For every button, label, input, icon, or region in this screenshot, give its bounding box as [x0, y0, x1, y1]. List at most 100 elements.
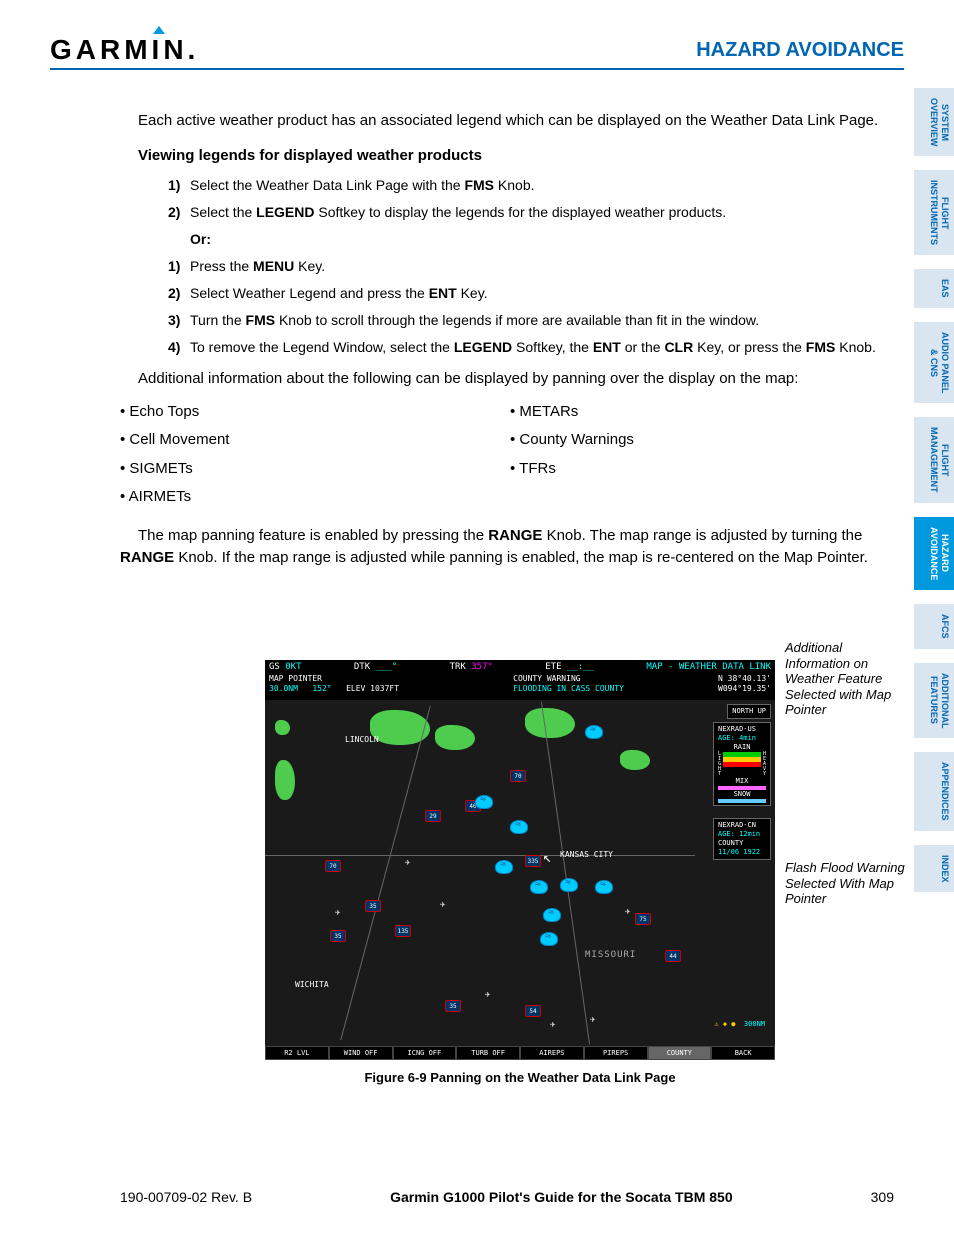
doc-number: 190-00709-02 Rev. B — [120, 1189, 252, 1205]
step-a1: 1) Select the Weather Data Link Page wit… — [168, 175, 894, 196]
nexrad-echo-icon — [275, 720, 290, 735]
aircraft-icon: ✈ — [590, 1015, 604, 1029]
softkey[interactable]: ICNG OFF — [393, 1046, 457, 1060]
tab-eas[interactable]: EAS — [914, 269, 954, 308]
state-label: MISSOURI — [585, 950, 636, 960]
weather-icon — [595, 880, 613, 894]
doc-title: Garmin G1000 Pilot's Guide for the Socat… — [390, 1189, 733, 1205]
softkey[interactable]: TURB OFF — [456, 1046, 520, 1060]
tab-afcs[interactable]: AFCS — [914, 604, 954, 649]
weather-icon — [495, 860, 513, 874]
step-b2: 2) Select Weather Legend and press the E… — [168, 283, 894, 304]
tab-appendices[interactable]: APPENDICES — [914, 752, 954, 831]
weather-icon — [585, 725, 603, 739]
logo-triangle-icon — [153, 26, 165, 34]
page-footer: 190-00709-02 Rev. B Garmin G1000 Pilot's… — [120, 1189, 894, 1205]
nexrad-echo-icon — [275, 760, 295, 800]
weather-icon — [475, 795, 493, 809]
logo-text: GARMIN — [50, 34, 188, 65]
weather-icon — [530, 880, 548, 894]
bullets-left: Echo Tops Cell Movement SIGMETs AIRMETs — [120, 401, 510, 515]
softkey-active[interactable]: COUNTY — [648, 1046, 712, 1060]
tab-additional-features[interactable]: ADDITIONAL FEATURES — [914, 663, 954, 739]
aircraft-icon: ✈ — [440, 900, 454, 914]
bullet-item: SIGMETs — [120, 458, 510, 481]
nexrad-echo-icon — [525, 708, 575, 738]
nexrad-echo-icon — [620, 750, 650, 770]
weather-icon — [543, 908, 561, 922]
range-icons: ⚠ ◆ ● — [714, 1020, 735, 1028]
step-b1: 1) Press the MENU Key. — [168, 256, 894, 277]
side-tabs: SYSTEM OVERVIEW FLIGHT INSTRUMENTS EAS A… — [914, 88, 954, 892]
map-top-bar: GS 0KT DTK ___° TRK 357° ETE __:__ MAP -… — [265, 660, 775, 674]
softkey[interactable]: R2 LVL — [265, 1046, 329, 1060]
section-title: HAZARD AVOIDANCE — [696, 39, 904, 62]
highway-shield-icon: 29 — [425, 810, 441, 822]
tab-flight-instruments[interactable]: FLIGHT INSTRUMENTS — [914, 170, 954, 255]
map-info-bar: MAP POINTER 30.0NM 152° ELEV 1037FT COUN… — [265, 674, 775, 700]
step-b4: 4) To remove the Legend Window, select t… — [168, 337, 894, 358]
bullet-item: METARs — [510, 401, 634, 424]
softkey[interactable]: WIND OFF — [329, 1046, 393, 1060]
highway-shield-icon: 335 — [525, 855, 541, 867]
bullet-columns: Echo Tops Cell Movement SIGMETs AIRMETs … — [120, 401, 894, 515]
garmin-logo: GARMIN. — [50, 34, 199, 66]
bullet-item: County Warnings — [510, 429, 634, 452]
weather-icon — [540, 932, 558, 946]
road-line — [541, 702, 590, 1045]
figure-caption: Figure 6-9 Panning on the Weather Data L… — [265, 1070, 775, 1085]
highway-shield-icon: 70 — [325, 860, 341, 872]
tab-flight-management[interactable]: FLIGHT MANAGEMENT — [914, 417, 954, 503]
intro-paragraph: Each active weather product has an assoc… — [120, 110, 894, 133]
map-title: MAP - WEATHER DATA LINK — [646, 662, 771, 672]
subheading: Viewing legends for displayed weather pr… — [138, 145, 894, 168]
bullet-item: Cell Movement — [120, 429, 510, 452]
range-label: ⚠ ◆ ● 300NM — [714, 1020, 765, 1028]
tab-audio-panel[interactable]: AUDIO PANEL & CNS — [914, 322, 954, 403]
aircraft-icon: ✈ — [335, 908, 349, 922]
highway-shield-icon: 70 — [510, 770, 526, 782]
city-label: LINCOLN — [345, 735, 379, 744]
softkey[interactable]: BACK — [711, 1046, 775, 1060]
softkey[interactable]: AIREPS — [520, 1046, 584, 1060]
tab-system-overview[interactable]: SYSTEM OVERVIEW — [914, 88, 954, 156]
highway-shield-icon: 44 — [665, 950, 681, 962]
city-label: WICHITA — [295, 980, 329, 989]
aircraft-icon: ✈ — [405, 858, 419, 872]
softkey-bar: R2 LVL WIND OFF ICNG OFF TURB OFF AIREPS… — [265, 1046, 775, 1060]
bullet-item: AIRMETs — [120, 486, 510, 509]
aircraft-icon: ✈ — [550, 1020, 564, 1034]
tab-index[interactable]: INDEX — [914, 845, 954, 893]
highway-shield-icon: 35 — [365, 900, 381, 912]
or-label: Or: — [190, 229, 894, 250]
nexrad-cn-legend: NEXRAD-CN AGE: 12min COUNTY 11/06 1922 — [713, 818, 771, 860]
road-line — [265, 855, 695, 856]
figure-6-9: GS 0KT DTK ___° TRK 357° ETE __:__ MAP -… — [265, 660, 905, 1085]
tab-hazard-avoidance[interactable]: HAZARD AVOIDANCE — [914, 517, 954, 590]
highway-shield-icon: 54 — [525, 1005, 541, 1017]
highway-shield-icon: 35 — [445, 1000, 461, 1012]
road-line — [340, 706, 431, 1040]
highway-shield-icon: 135 — [395, 925, 411, 937]
aircraft-icon: ✈ — [485, 990, 499, 1004]
additional-info-para: Additional information about the followi… — [120, 368, 894, 391]
north-up-badge: NORTH UP — [727, 704, 771, 719]
range-paragraph: The map panning feature is enabled by pr… — [120, 525, 894, 570]
callout-flood: Flash Flood Warning Selected With Map Po… — [785, 860, 905, 907]
bullet-item: TFRs — [510, 458, 634, 481]
steps-group-a: 1) Select the Weather Data Link Page wit… — [168, 175, 894, 358]
callout-info: Additional Information on Weather Featur… — [785, 640, 905, 718]
nexrad-us-legend: NEXRAD-US AGE: 4min RAIN L I G H T H E A… — [713, 722, 771, 806]
map-canvas: LINCOLN KANSAS CITY WICHITA MISSOURI 70 … — [265, 700, 775, 1046]
step-b3: 3) Turn the FMS Knob to scroll through t… — [168, 310, 894, 331]
page-content: Each active weather product has an assoc… — [120, 110, 894, 580]
page-header: GARMIN. HAZARD AVOIDANCE — [50, 34, 904, 70]
weather-icon — [560, 878, 578, 892]
aircraft-icon: ✈ — [625, 907, 639, 921]
softkey[interactable]: PIREPS — [584, 1046, 648, 1060]
step-a2: 2) Select the LEGEND Softkey to display … — [168, 202, 894, 223]
weather-icon — [510, 820, 528, 834]
city-label: KANSAS CITY — [560, 850, 613, 859]
page-number: 309 — [871, 1189, 894, 1205]
nexrad-echo-icon — [435, 725, 475, 750]
